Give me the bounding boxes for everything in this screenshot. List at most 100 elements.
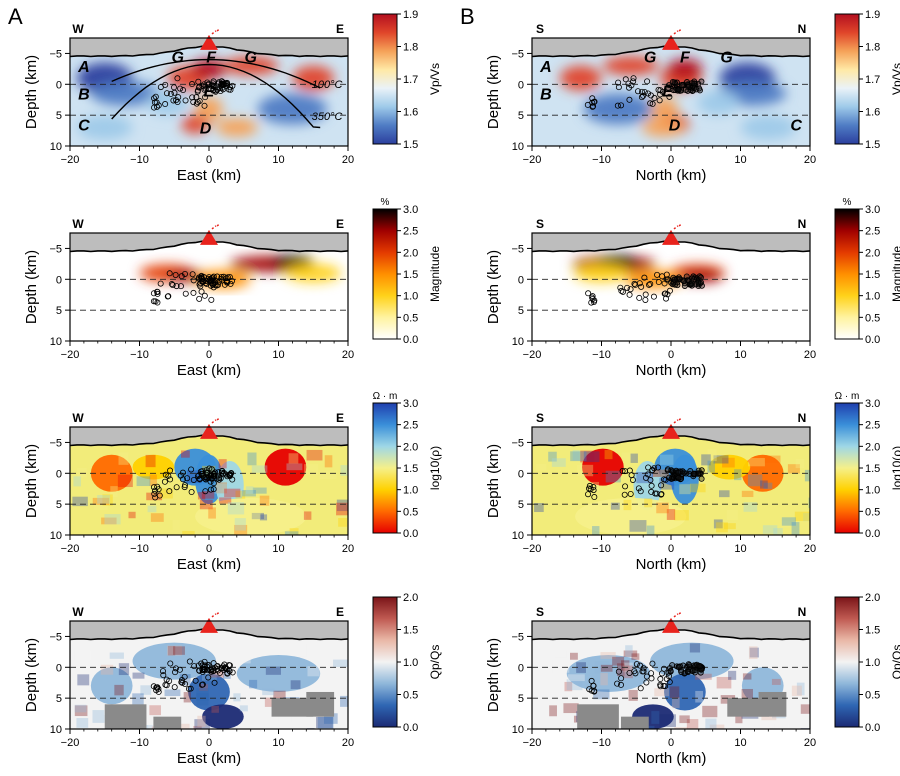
hypocenter-circle: [697, 274, 704, 281]
hypocenter-circle: [664, 466, 671, 473]
texture-cell: [741, 490, 754, 498]
texture-cell: [728, 670, 737, 680]
colorbar-tick-label: 1.5: [865, 269, 880, 281]
texture-cell: [656, 473, 665, 485]
colorbar-tick-label: 0.5: [403, 312, 418, 324]
texture-cell: [77, 674, 90, 686]
texture-cell: [227, 502, 245, 515]
direction-label-left: S: [536, 605, 544, 619]
hypocenter-circle: [220, 471, 227, 478]
texture-cell: [304, 464, 319, 475]
texture-cell: [741, 688, 753, 702]
hypocenter-circle: [618, 675, 625, 682]
texture-cell: [259, 514, 268, 521]
anomaly-blob: [191, 58, 227, 79]
y-tick-label: −5: [511, 631, 524, 643]
texture-cell: [74, 705, 88, 717]
colorbar-tick-label: 1.5: [403, 625, 418, 637]
texture-cell: [763, 482, 773, 489]
hypocenter-circle: [648, 482, 655, 489]
y-tick-label: 0: [56, 662, 62, 674]
texture-cell: [551, 458, 566, 467]
hypocenter-circle: [199, 82, 206, 89]
hypocenter-circle: [648, 488, 655, 495]
hypocenter-circle: [151, 490, 158, 497]
hypocenter-circle: [202, 94, 209, 101]
texture-cell: [148, 723, 158, 729]
colorbar-tick-label: 2.0: [403, 592, 418, 604]
hypocenter-circle: [644, 78, 651, 85]
texture-cell: [743, 502, 758, 512]
hypocenter-circle: [621, 491, 628, 498]
earthquake-hypocenters: [585, 271, 705, 306]
texture-cell: [136, 476, 151, 487]
hypocenter-circle: [210, 486, 217, 493]
texture-cell: [208, 507, 216, 519]
hypocenter-circle: [683, 79, 690, 86]
section-plot-b2: −20 −10 0 10 20 −5 0 5 10 North (km) Depth (km) S N: [485, 217, 816, 379]
y-tick-label: −5: [49, 631, 62, 643]
texture-cell: [600, 664, 613, 672]
texture-cell: [319, 470, 337, 480]
volcano-icon: [200, 229, 218, 245]
texture-cell: [760, 480, 768, 489]
hypocenter-circle: [210, 660, 217, 667]
texture-cell: [336, 499, 348, 512]
texture-cell: [100, 664, 114, 675]
anomaly-blob: [90, 81, 161, 106]
hypocenter-circle: [618, 681, 625, 688]
anomaly-label: G: [644, 50, 656, 67]
texture-cell: [324, 455, 333, 468]
y-tick-label: 10: [512, 336, 524, 348]
no-data-cell: [758, 691, 787, 717]
x-tick-label: −10: [130, 154, 149, 166]
hypocenter-circle: [675, 663, 682, 670]
colorbar-tick-label: 2.0: [865, 247, 880, 259]
hypocenter-circle: [648, 675, 655, 682]
texture-cell: [536, 463, 547, 471]
y-tick-label: 5: [56, 110, 62, 122]
x-tick-label: 10: [272, 154, 284, 166]
hypocenter-circle: [662, 683, 669, 690]
hypocenter-circle: [218, 82, 225, 89]
hypocenter-circle: [180, 87, 187, 94]
texture-cell: [623, 665, 633, 679]
anomaly-blob: [215, 118, 258, 137]
hypocenter-circle: [229, 476, 236, 483]
texture-cell: [604, 450, 613, 460]
texture-cell: [716, 676, 732, 689]
hypocenter-circle: [617, 284, 624, 291]
hypocenter-circle: [226, 472, 233, 479]
anomaly-blob: [264, 448, 307, 486]
hypocenter-circle: [216, 476, 223, 483]
texture-cell: [631, 653, 640, 660]
hypocenter-circle: [210, 472, 217, 479]
x-axis-label: East (km): [177, 556, 241, 573]
hypocenter-circle: [199, 278, 206, 285]
anomaly-label: A: [539, 59, 552, 76]
texture-cell: [695, 690, 704, 703]
hypocenter-circle: [660, 665, 667, 672]
hypocenter-circle: [626, 467, 633, 474]
colorbar-label: Qp/Qs: [890, 645, 900, 680]
texture-cell: [182, 530, 195, 535]
anomaly-blob: [664, 673, 706, 711]
colorbar-tick-label: 1.0: [403, 485, 418, 497]
hypocenter-circle: [670, 279, 677, 286]
colorbar-ramp: [372, 13, 398, 145]
earthquake-hypocenters: [150, 658, 236, 695]
x-tick-label: 10: [734, 737, 746, 749]
hypocenter-circle: [614, 680, 621, 687]
texture-cell: [224, 488, 241, 498]
texture-cell: [147, 505, 157, 513]
hypocenter-circle: [631, 280, 638, 287]
hypocenter-circle: [627, 490, 634, 497]
texture-cell: [110, 486, 118, 497]
texture-cell: [194, 719, 210, 729]
hypocenter-circle: [152, 487, 159, 494]
y-tick-label: 5: [518, 693, 524, 705]
texture-cell: [742, 673, 752, 680]
colorbar-tick-label: 1.5: [865, 463, 880, 475]
texture-cell: [628, 689, 638, 701]
x-axis-label: North (km): [636, 167, 707, 184]
